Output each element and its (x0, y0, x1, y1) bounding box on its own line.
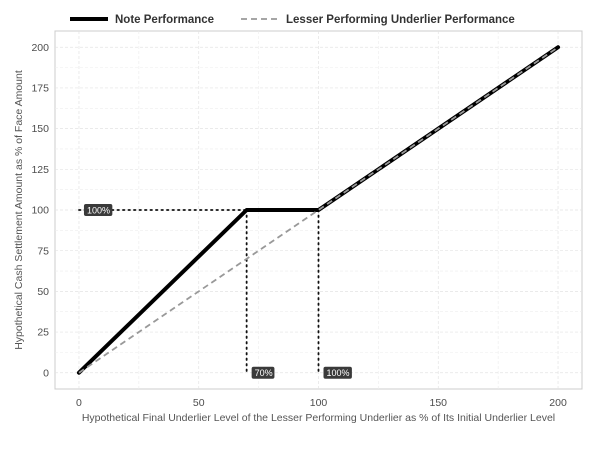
legend-label: Note Performance (115, 14, 214, 26)
annotation-label: 100% (323, 366, 352, 379)
legend-item: Note Performance (70, 14, 214, 26)
x-tick-label: 100 (310, 397, 328, 409)
annotation-text: 70% (255, 368, 273, 378)
legend-item: Lesser Performing Underlier Performance (241, 14, 515, 26)
annotations: 100% 70% 100% (83, 204, 352, 379)
y-tick-label: 50 (37, 286, 49, 298)
x-tick-label: 200 (549, 397, 567, 409)
underlier-performance-line (78, 46, 559, 374)
y-tick-label: 175 (31, 83, 49, 95)
y-axis-ticks: 0 25 50 75 100 125 150 175 200 (31, 42, 49, 379)
y-tick-label: 0 (43, 367, 49, 379)
x-axis-title: Hypothetical Final Underlier Level of th… (82, 412, 555, 424)
x-axis-ticks: 0 50 100 150 200 (76, 397, 567, 409)
annotation-label: 70% (251, 366, 275, 379)
annotation-label: 100% (83, 204, 113, 216)
y-tick-label: 25 (37, 327, 49, 339)
legend-label: Lesser Performing Underlier Performance (286, 14, 515, 26)
y-tick-label: 75 (37, 245, 49, 257)
x-tick-label: 150 (430, 397, 448, 409)
y-tick-label: 125 (31, 164, 49, 176)
annotation-box (251, 366, 275, 379)
annotation-box (83, 204, 113, 216)
x-tick-label: 50 (193, 397, 205, 409)
x-tick-label: 0 (76, 397, 82, 409)
legend: Note Performance Lesser Performing Underl… (70, 14, 515, 26)
y-tick-label: 150 (31, 123, 49, 135)
annotation-text: 100% (87, 205, 110, 215)
grid-lines (55, 31, 582, 389)
y-axis-title: Hypothetical Cash Settlement Amount as %… (13, 70, 25, 350)
annotation-box (323, 366, 352, 379)
y-tick-label: 200 (31, 42, 49, 54)
series-lines (76, 45, 561, 375)
annotation-text: 100% (327, 368, 350, 378)
y-tick-label: 100 (31, 205, 49, 217)
